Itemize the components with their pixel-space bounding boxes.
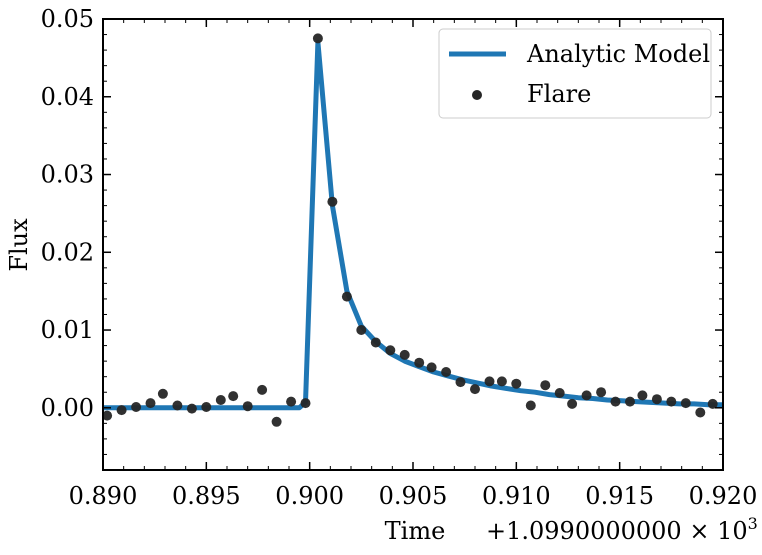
plot-marks xyxy=(102,33,723,427)
x-tick-label: 0.895 xyxy=(172,482,241,510)
axis-ticks: 0.890 0.895 0.900 0.905 0.910 0.915 0.920 0.00 0… xyxy=(41,5,758,510)
y-tick-label: 0.02 xyxy=(41,238,94,266)
flare-point xyxy=(567,398,578,409)
flare-point xyxy=(484,376,495,387)
flare-point xyxy=(215,395,226,405)
flare-point xyxy=(596,387,607,398)
flare-point xyxy=(341,291,352,302)
flare-point xyxy=(271,416,282,427)
flare-point xyxy=(554,388,565,398)
x-tick-label: 0.905 xyxy=(379,482,448,510)
flare-point xyxy=(525,400,536,411)
legend-label-flare: Flare xyxy=(527,80,591,108)
flare-point xyxy=(496,376,507,387)
x-tick-label: 0.915 xyxy=(585,482,654,510)
flare-point xyxy=(356,325,367,335)
flare-point xyxy=(680,398,691,409)
flare-point xyxy=(228,391,239,402)
flare-point xyxy=(257,384,268,395)
flare-point xyxy=(102,410,113,421)
x-axis-label: Time xyxy=(385,517,446,545)
flare-point xyxy=(327,196,338,207)
flare-point xyxy=(651,394,662,405)
flare-point xyxy=(131,402,142,412)
flare-point xyxy=(157,388,168,399)
x-tick-label: 0.890 xyxy=(69,482,138,510)
flare-point xyxy=(637,390,648,401)
legend-label-model: Analytic Model xyxy=(526,40,710,68)
flare-point xyxy=(370,337,381,348)
flare-point xyxy=(300,398,311,409)
y-tick-label: 0.03 xyxy=(41,161,94,189)
x-tick-label: 0.910 xyxy=(482,482,551,510)
flare-point xyxy=(414,357,425,368)
x-offset-exponent: 3 xyxy=(748,514,758,533)
flare-point xyxy=(242,401,253,412)
flare-point xyxy=(511,378,522,389)
flare-point xyxy=(172,400,183,411)
flare-point xyxy=(610,396,621,407)
y-tick-label: 0.01 xyxy=(41,316,94,344)
legend: Analytic Model Flare xyxy=(438,28,712,119)
y-tick-label: 0.00 xyxy=(41,394,94,422)
flare-point xyxy=(399,349,410,360)
y-axis-label: Flux xyxy=(5,218,33,272)
flare-point xyxy=(581,390,592,401)
flare-point xyxy=(707,398,718,409)
flare-point xyxy=(470,384,480,395)
flare-point xyxy=(426,362,437,373)
flare-point xyxy=(695,407,706,418)
legend-dot-swatch xyxy=(472,90,482,100)
x-tick-label: 0.920 xyxy=(689,482,758,510)
flare-point xyxy=(286,396,297,407)
flare-point xyxy=(540,380,551,391)
flare-point xyxy=(666,396,677,407)
y-tick-label: 0.04 xyxy=(41,83,94,111)
y-tick-label: 0.05 xyxy=(41,5,94,33)
flare-point xyxy=(145,398,156,409)
x-tick-label: 0.900 xyxy=(275,482,344,510)
legend-box xyxy=(438,28,712,119)
flare-point xyxy=(201,402,212,412)
flare-point xyxy=(455,377,466,388)
flare-point xyxy=(385,345,396,356)
flare-point xyxy=(312,33,323,44)
plot-frame xyxy=(102,18,724,471)
flare-point xyxy=(186,403,197,414)
x-axis-offset-label: +1.0990000000 × 103 xyxy=(486,514,758,545)
flare-point xyxy=(116,405,127,416)
flare-point xyxy=(441,367,452,377)
flare-point xyxy=(625,396,635,407)
x-offset-mantissa: +1.0990000000 × 10 xyxy=(486,517,748,545)
